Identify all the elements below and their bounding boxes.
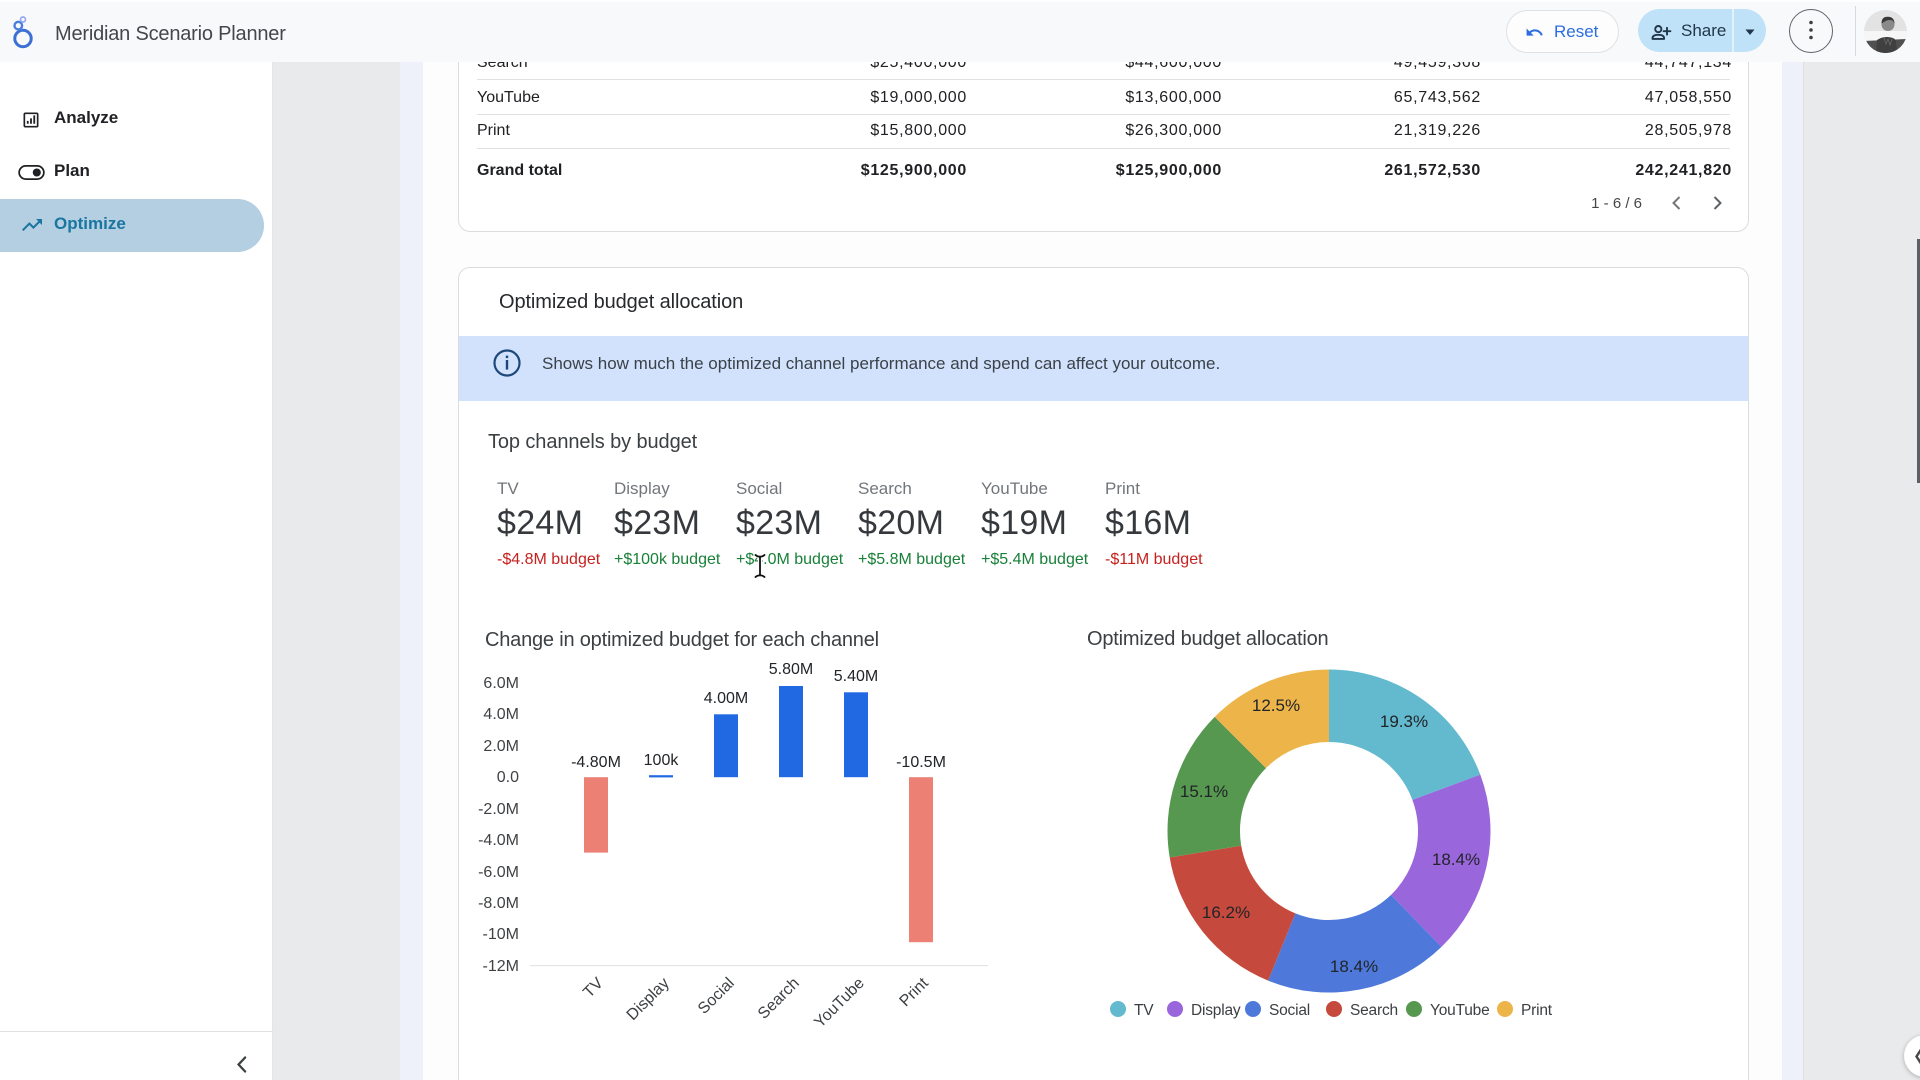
svg-text:-12M: -12M	[483, 958, 519, 975]
svg-text:Print: Print	[1521, 1002, 1553, 1019]
svg-text:Change in optimized budget for: Change in optimized budget for each chan…	[485, 629, 879, 651]
svg-text:YouTube: YouTube	[811, 975, 868, 1032]
svg-text:-10.5M: -10.5M	[896, 754, 946, 771]
svg-text:5.40M: 5.40M	[834, 668, 878, 685]
svg-text:-4.80M: -4.80M	[571, 754, 621, 771]
svg-text:Print: Print	[897, 974, 933, 1010]
svg-text:12.5%: 12.5%	[1252, 696, 1300, 715]
svg-text:18.4%: 18.4%	[1432, 850, 1480, 869]
svg-text:Social: Social	[1269, 1002, 1310, 1019]
svg-text:Display: Display	[624, 975, 673, 1024]
svg-text:-6.0M: -6.0M	[478, 864, 519, 881]
svg-text:19.3%: 19.3%	[1380, 712, 1428, 731]
svg-text:Social: Social	[695, 975, 738, 1018]
svg-text:Search: Search	[1350, 1002, 1398, 1019]
svg-text:TV: TV	[580, 975, 607, 1002]
svg-text:18.4%: 18.4%	[1330, 957, 1378, 976]
svg-text:0.0: 0.0	[497, 769, 519, 786]
svg-text:5.80M: 5.80M	[769, 661, 813, 678]
svg-text:100k: 100k	[644, 752, 680, 769]
svg-text:4.00M: 4.00M	[704, 690, 748, 707]
svg-text:Optimized budget allocation: Optimized budget allocation	[1087, 628, 1328, 650]
svg-text:15.1%: 15.1%	[1180, 782, 1228, 801]
svg-text:YouTube: YouTube	[1430, 1002, 1490, 1019]
svg-text:6.0M: 6.0M	[483, 675, 519, 692]
svg-text:Search: Search	[755, 975, 803, 1023]
svg-text:-10M: -10M	[483, 926, 519, 943]
svg-text:-2.0M: -2.0M	[478, 801, 519, 818]
svg-text:16.2%: 16.2%	[1202, 903, 1250, 922]
svg-text:4.0M: 4.0M	[483, 706, 519, 723]
svg-text:Display: Display	[1191, 1002, 1241, 1019]
svg-text:-4.0M: -4.0M	[478, 832, 519, 849]
svg-text:2.0M: 2.0M	[483, 738, 519, 755]
svg-text:TV: TV	[1134, 1002, 1154, 1019]
svg-text:-8.0M: -8.0M	[478, 895, 519, 912]
